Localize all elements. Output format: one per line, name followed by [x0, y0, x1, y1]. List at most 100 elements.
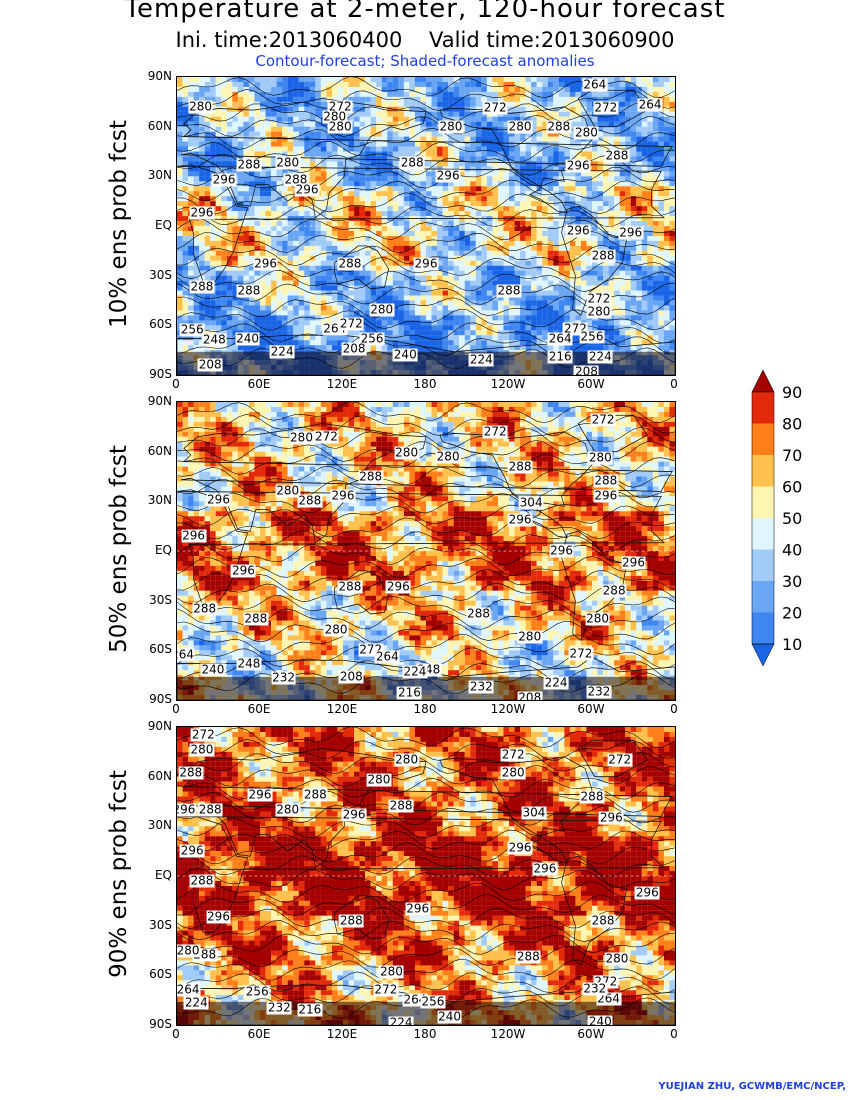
contour-label: 296	[247, 787, 273, 802]
contour-label: 264	[176, 982, 201, 997]
contour-label: 288	[189, 873, 215, 888]
contour-label: 296	[189, 205, 215, 220]
contour-label: 272	[190, 727, 216, 742]
contour-label: 272	[482, 424, 508, 439]
contour-label: 272	[327, 99, 353, 114]
contour-label: 280	[507, 119, 533, 134]
contour-label: 240	[587, 1015, 613, 1025]
colorbar-segment	[752, 581, 774, 613]
contour-label: 288	[546, 119, 572, 134]
lat-tick-label: EQ	[154, 868, 172, 882]
lat-tick-label: 60N	[147, 118, 172, 133]
contour-label: 264	[582, 77, 608, 92]
contour-label: 264	[547, 331, 573, 346]
lat-tick-label: 60S	[149, 317, 172, 332]
lat-tick-label: 30S	[149, 917, 172, 932]
colorbar-graphic: 10 20 30 40 50 60 70 80 90	[751, 369, 802, 667]
colorbar-segment	[752, 423, 774, 455]
contour-label: 256	[244, 984, 270, 999]
contour-label: 224	[388, 1016, 414, 1025]
colorbar-level-label: 40	[782, 541, 802, 560]
contour-label: 280	[394, 752, 420, 767]
colorbar-segment	[752, 612, 774, 644]
contour-label: 296	[330, 488, 356, 503]
lon-tick-label: 120E	[326, 377, 358, 391]
contour-label: 240	[200, 662, 226, 677]
lon-tick-label: 180	[413, 1027, 437, 1041]
contour-label: 240	[235, 331, 260, 346]
contour-label: 280	[188, 99, 213, 114]
contour-label: 280	[378, 964, 404, 979]
lon-tick-label: 0	[172, 377, 180, 391]
colorbar-segment	[752, 455, 774, 487]
lon-tick-label: 0	[172, 1027, 180, 1041]
map-panel: 264 280 272 280 280 272 272 264 280 280 288 280 288 2…	[176, 76, 676, 376]
lon-tick-label: 120W	[490, 1027, 526, 1041]
contour-label: 296	[341, 807, 367, 822]
lat-tick-label: EQ	[154, 543, 172, 557]
contour-label: 248	[201, 332, 227, 347]
contour-label: 272	[593, 100, 619, 115]
colorbar-max-arrow	[751, 369, 775, 393]
contour-label: 296	[206, 492, 231, 507]
contour-label: 256	[179, 322, 205, 337]
lon-tick-label: 60E	[247, 702, 271, 716]
figure-description: Contour-forecast; Shaded-forecast anomal…	[255, 52, 595, 70]
contour-label: 272	[482, 100, 508, 115]
lat-tick-label: 90N	[147, 394, 172, 408]
lon-tick-label: 60W	[577, 1027, 605, 1041]
contour-label: 272	[586, 291, 612, 306]
contour-label: 296	[385, 579, 411, 594]
colorbar-segment	[752, 549, 774, 581]
contour-label: 288	[515, 949, 541, 964]
contour-label: 296	[621, 555, 646, 570]
contour-label: 288	[302, 787, 328, 802]
contour-label: 280	[275, 155, 301, 170]
colorbar-segment	[752, 392, 774, 424]
contour-label: 280	[275, 802, 301, 817]
lat-tick-label: 60N	[147, 443, 172, 458]
contour-label: 280	[322, 109, 348, 124]
contour-label: 280	[323, 622, 349, 637]
contour-label: 232	[271, 670, 296, 685]
contour-label: 288	[189, 279, 215, 294]
contour-label: 232	[468, 679, 494, 694]
contour-label: 280	[517, 629, 543, 644]
map-panel: 272 280 272 272 280 280 288 296 288 288 280 288 296 2…	[176, 726, 676, 1026]
colorbar-level-label: 30	[782, 572, 802, 591]
contour-label: 288	[388, 798, 414, 813]
contour-label: 280	[587, 450, 613, 465]
contour-label: 248	[236, 656, 262, 671]
lat-tick-label: 90N	[147, 69, 172, 83]
contour-label: 296	[565, 158, 591, 173]
lon-tick-label: 60W	[577, 377, 605, 391]
contour-label: 208	[341, 341, 367, 355]
lat-tick-label: 30S	[149, 267, 172, 282]
contour-label: 296	[618, 225, 644, 240]
contour-label: 288	[590, 248, 616, 263]
contour-label: 280	[366, 772, 392, 787]
colorbar-level-label: 10	[782, 635, 802, 654]
contour-label: 296	[206, 909, 231, 924]
contour-label: 288	[466, 606, 492, 621]
contour-label: 280	[327, 119, 353, 134]
contour-label: 296	[565, 223, 591, 238]
contour-label: 272	[568, 646, 594, 661]
contour-label: 232	[266, 1000, 292, 1015]
contour-label: 296	[179, 843, 205, 858]
contour-label: 272	[313, 429, 339, 444]
contour-label: 280	[435, 449, 461, 464]
lon-tick-label: 0	[670, 1027, 678, 1041]
contour-label: 256	[359, 331, 385, 346]
contour-label: 224	[183, 995, 209, 1010]
contour-label: 264	[177, 648, 195, 662]
contour-label: 288	[236, 283, 262, 298]
contour-label: 224	[587, 349, 613, 364]
colorbar-segment	[752, 518, 774, 550]
contour-label: 296	[435, 168, 461, 183]
contour-label: 296	[507, 840, 533, 855]
contour-label: 288	[579, 789, 605, 804]
contour-label: 280	[275, 483, 301, 498]
contour-label: 280	[289, 430, 314, 445]
map-panel: 272 280 272 272 280 280 288 280 288 288 296 296 280 2…	[176, 401, 676, 701]
